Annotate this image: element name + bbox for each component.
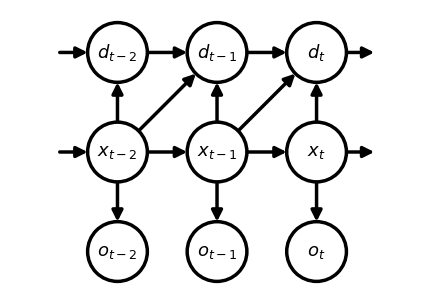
Text: $x_{t-2}$: $x_{t-2}$ xyxy=(97,143,138,161)
Circle shape xyxy=(187,22,247,82)
Text: $x_{t-1}$: $x_{t-1}$ xyxy=(197,143,237,161)
Text: $o_{t-1}$: $o_{t-1}$ xyxy=(197,243,237,261)
Circle shape xyxy=(187,222,247,282)
Text: $d_{t}$: $d_{t}$ xyxy=(307,42,326,63)
Circle shape xyxy=(87,22,147,82)
Text: $d_{t-1}$: $d_{t-1}$ xyxy=(197,42,238,63)
Text: $o_{t}$: $o_{t}$ xyxy=(307,243,326,261)
Text: $d_{t-2}$: $d_{t-2}$ xyxy=(97,42,138,63)
Circle shape xyxy=(287,22,346,82)
Text: $o_{t-2}$: $o_{t-2}$ xyxy=(97,243,138,261)
Text: $x_{t}$: $x_{t}$ xyxy=(307,143,326,161)
Circle shape xyxy=(87,222,147,282)
Circle shape xyxy=(87,122,147,182)
Circle shape xyxy=(287,222,346,282)
Circle shape xyxy=(287,122,346,182)
Circle shape xyxy=(187,122,247,182)
